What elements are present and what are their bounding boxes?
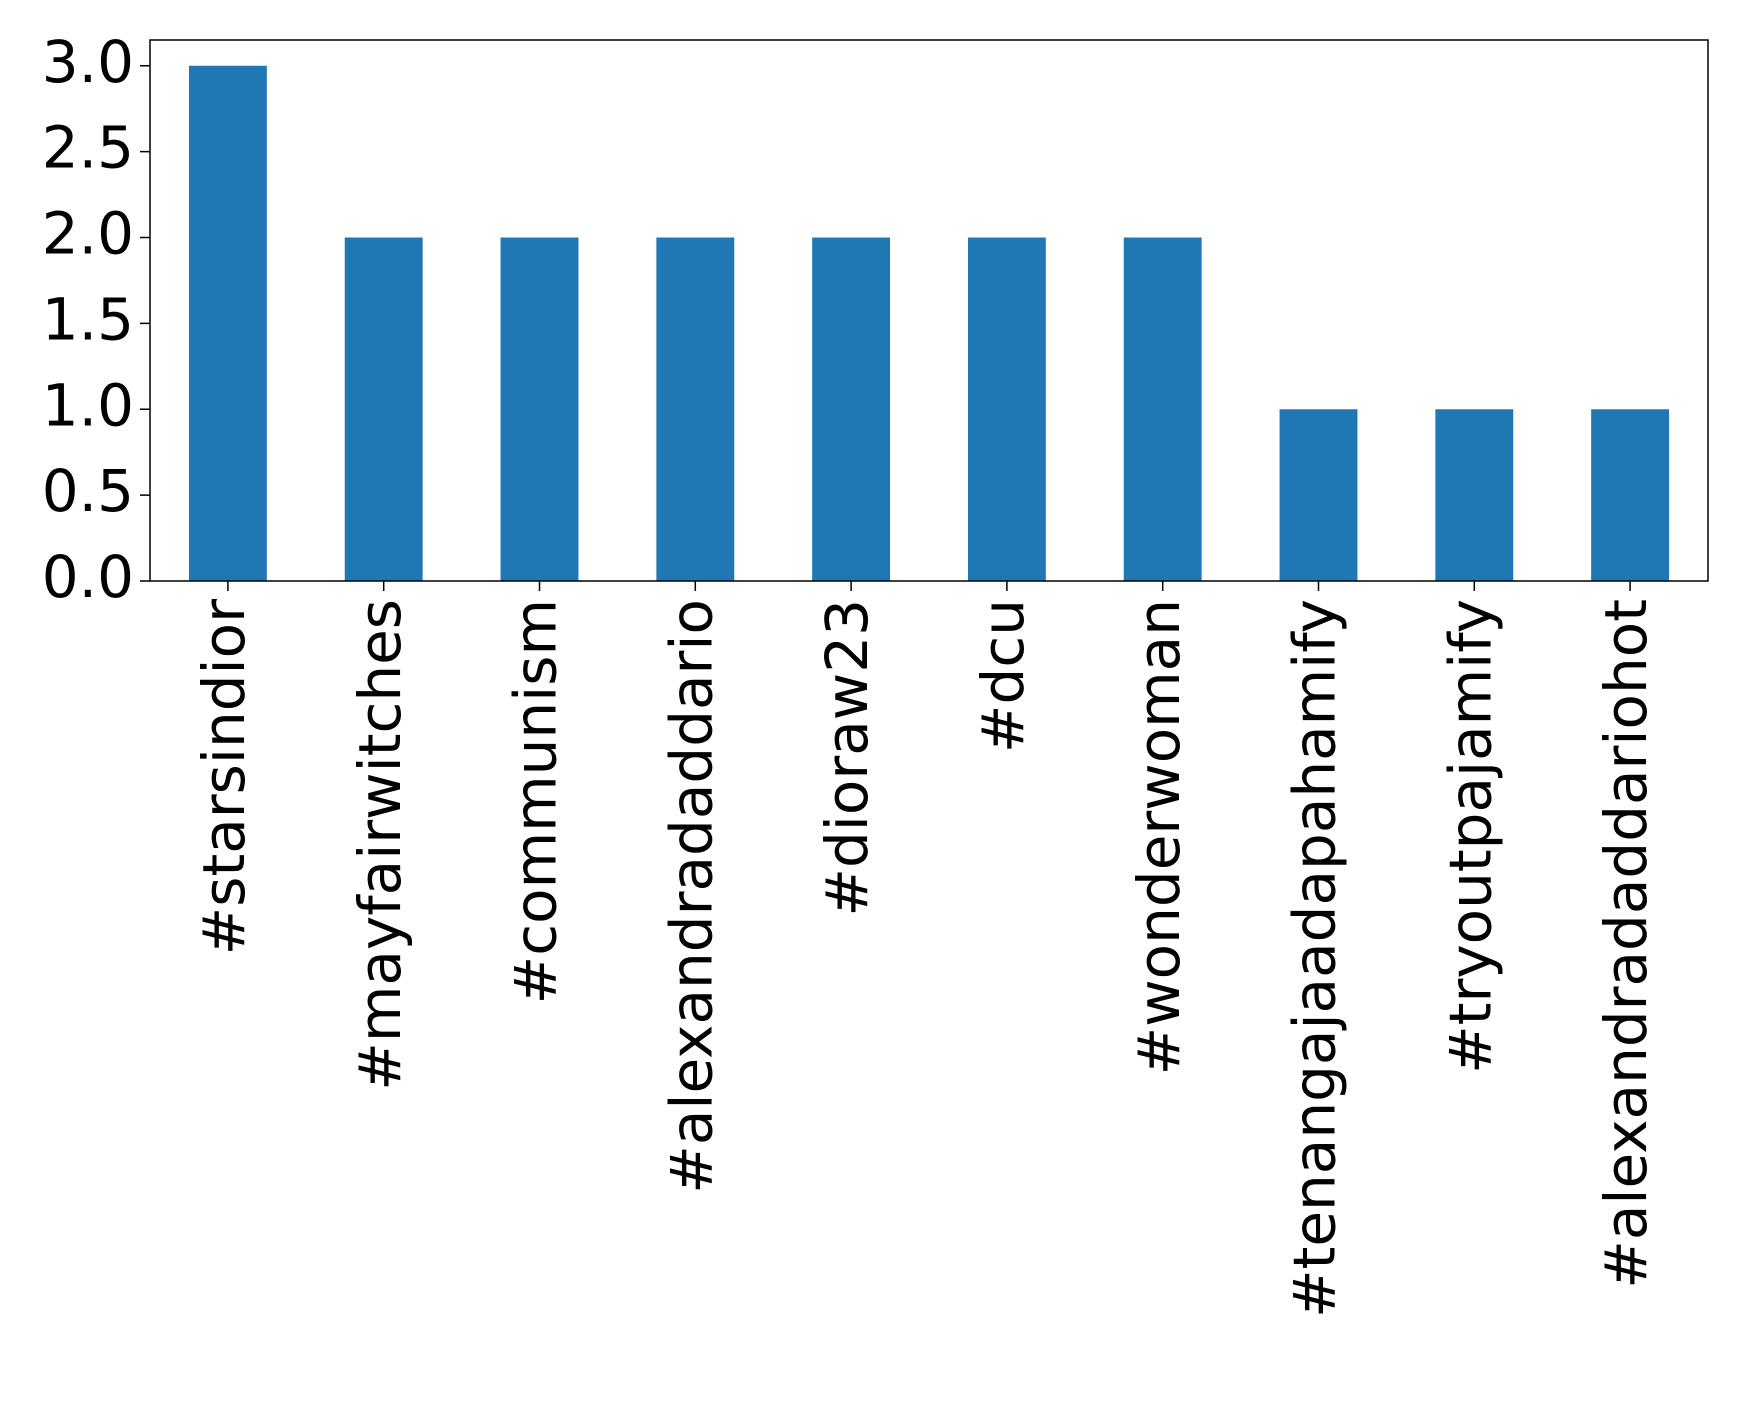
x-tick-label-3: #alexandradaddario — [657, 599, 725, 1194]
y-tick-label-4: 2.0 — [42, 200, 134, 268]
x-tick-label-0: #starsindior — [190, 599, 258, 955]
x-tick-label-4: #dioraw23 — [813, 599, 881, 917]
x-tick-label-9: #alexandradaddariohot — [1592, 599, 1660, 1289]
x-tick-label-1: #mayfairwitches — [346, 599, 414, 1091]
x-axis: #starsindior #mayfairwitches #communism #al… — [190, 581, 1660, 1318]
bar-2 — [500, 237, 579, 581]
bar-6 — [1123, 237, 1202, 581]
y-tick-label-5: 2.5 — [42, 114, 134, 182]
y-tick-label-3: 1.5 — [42, 285, 134, 353]
x-tick-label-7: #tenangajaadapahamify — [1281, 599, 1349, 1318]
x-tick-label-8: #tryoutpajamify — [1436, 599, 1504, 1074]
x-tick-label-5: #dcu — [969, 599, 1037, 753]
x-tick-label-2: #communism — [502, 599, 570, 1004]
bar-3 — [656, 237, 735, 581]
x-tick-label-6: #wonderwoman — [1125, 599, 1193, 1075]
y-tick-label-1: 0.5 — [42, 457, 134, 525]
plot-frame — [149, 39, 1709, 582]
bar-1 — [344, 237, 423, 581]
y-axis: 0.0 0.5 1.0 1.5 2.0 2.5 3.0 — [42, 28, 150, 611]
y-tick-label-2: 1.0 — [42, 371, 134, 439]
bar-7 — [1279, 409, 1358, 581]
bar-8 — [1435, 409, 1514, 581]
bar-9 — [1591, 409, 1670, 581]
bar-4 — [812, 237, 891, 581]
y-tick-label-6: 3.0 — [42, 28, 134, 96]
bar-5 — [967, 237, 1046, 581]
bars-group — [188, 65, 1670, 581]
y-tick-label-0: 0.0 — [42, 543, 134, 611]
bar-0 — [188, 65, 267, 581]
